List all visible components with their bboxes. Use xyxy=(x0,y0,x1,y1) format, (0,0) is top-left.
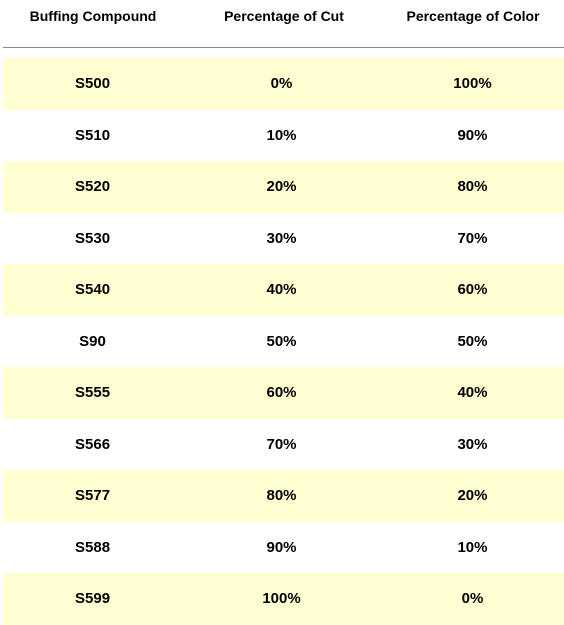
cell-percentage-of-color: 0% xyxy=(461,590,484,608)
table-row: S599 100% 0% xyxy=(3,573,564,625)
cell-percentage-of-cut: 80% xyxy=(266,487,297,505)
cell-percentage-of-cut: 0% xyxy=(270,75,293,93)
cell-percentage-of-color: 10% xyxy=(457,538,488,556)
table-row: S510 10% 90% xyxy=(3,110,564,162)
cell-compound: S90 xyxy=(79,332,106,350)
cell-compound: S540 xyxy=(75,281,111,299)
table-row: S500 0% 100% xyxy=(3,58,564,110)
cell-percentage-of-color: 30% xyxy=(457,435,488,453)
cell-percentage-of-cut: 70% xyxy=(266,435,297,453)
cell-percentage-of-color: 100% xyxy=(453,75,492,93)
cell-compound: S520 xyxy=(75,178,111,196)
table-row: S530 30% 70% xyxy=(3,213,564,265)
table-row: S520 20% 80% xyxy=(3,161,564,213)
table-row: S90 50% 50% xyxy=(3,316,564,368)
column-header-percentage-of-cut: Percentage of Cut xyxy=(224,8,344,24)
cell-percentage-of-cut: 100% xyxy=(262,590,301,608)
cell-compound: S588 xyxy=(75,538,111,556)
cell-compound: S566 xyxy=(75,435,111,453)
cell-percentage-of-cut: 30% xyxy=(266,229,297,247)
table-row: S577 80% 20% xyxy=(3,470,564,522)
cell-percentage-of-color: 20% xyxy=(457,487,488,505)
table-header: Buffing Compound Percentage of Cut Perce… xyxy=(0,0,564,40)
cell-percentage-of-cut: 60% xyxy=(266,384,297,402)
table-row: S566 70% 30% xyxy=(3,419,564,471)
header-divider xyxy=(3,47,564,48)
table-body: S500 0% 100% S510 10% 90% S520 20% 80% S530 30% 70%… xyxy=(0,58,564,625)
cell-percentage-of-cut: 40% xyxy=(266,281,297,299)
cell-compound: S530 xyxy=(75,229,111,247)
cell-percentage-of-cut: 50% xyxy=(266,332,297,350)
cell-compound: S500 xyxy=(75,75,111,93)
cell-compound: S555 xyxy=(75,384,111,402)
table-row: S540 40% 60% xyxy=(3,264,564,316)
cell-percentage-of-cut: 10% xyxy=(266,126,297,144)
column-header-buffing-compound: Buffing Compound xyxy=(29,8,157,24)
cell-percentage-of-cut: 90% xyxy=(266,538,297,556)
cell-compound: S577 xyxy=(75,487,111,505)
cell-compound: S599 xyxy=(75,590,111,608)
table-row: S588 90% 10% xyxy=(3,522,564,574)
cell-percentage-of-cut: 20% xyxy=(266,178,297,196)
cell-percentage-of-color: 50% xyxy=(457,332,488,350)
cell-percentage-of-color: 60% xyxy=(457,281,488,299)
cell-percentage-of-color: 90% xyxy=(457,126,488,144)
column-header-percentage-of-color: Percentage of Color xyxy=(406,8,540,24)
cell-percentage-of-color: 70% xyxy=(457,229,488,247)
cell-percentage-of-color: 40% xyxy=(457,384,488,402)
cell-percentage-of-color: 80% xyxy=(457,178,488,196)
cell-compound: S510 xyxy=(75,126,111,144)
table-row: S555 60% 40% xyxy=(3,367,564,419)
